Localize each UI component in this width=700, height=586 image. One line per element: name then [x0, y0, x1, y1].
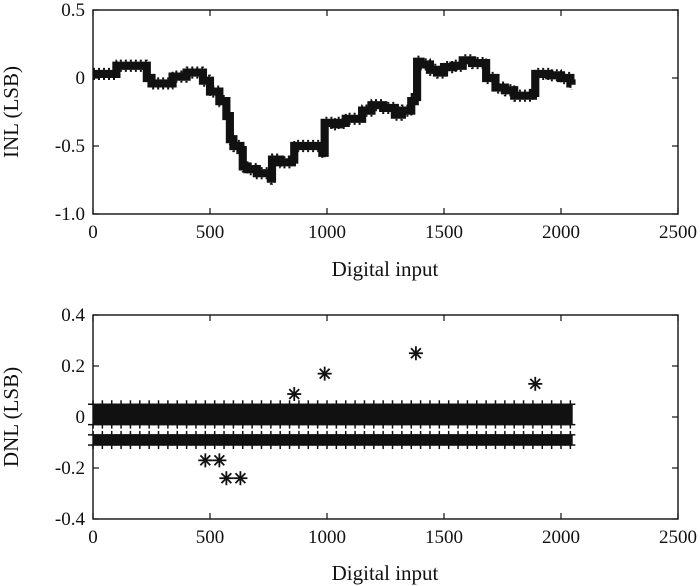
dnl-y-tick-label: 0.4 [61, 305, 85, 326]
inl-y-tick-label: 0.5 [61, 0, 85, 21]
dnl-y-axis: 0.4 0.2 0 -0.2 -0.4 [55, 305, 678, 530]
dnl-x-tick-label: 2500 [659, 527, 697, 548]
dnl-y-tick-label: -0.2 [55, 458, 85, 479]
inl-y-axis: 0.5 0 -0.5 -1.0 [55, 0, 678, 225]
inl-series-lower-ripple [93, 64, 573, 185]
dnl-x-tick-label: 500 [196, 527, 225, 548]
dnl-y-axis-label: DNL (LSB) [0, 367, 23, 467]
inl-x-tick-label: 2000 [542, 222, 580, 243]
dnl-chart: 0 500 1000 1500 2000 2500 0.4 0.2 0 -0.2 -0.4 Dig… [0, 305, 697, 585]
dnl-y-tick-label: 0.2 [61, 356, 85, 377]
inl-x-tick-label: 500 [196, 222, 225, 243]
dnl-y-tick-label: -0.4 [55, 509, 86, 530]
inl-plot-frame [92, 9, 679, 215]
dnl-outlier-point [287, 387, 302, 402]
dnl-dense-band-2 [93, 434, 573, 446]
inl-y-axis-label: INL (LSB) [0, 66, 23, 158]
dnl-data-layer [88, 346, 576, 486]
inl-y-tick-label: -1.0 [55, 204, 85, 225]
dnl-x-tick-label: 0 [88, 527, 98, 548]
dnl-x-tick-label: 2000 [542, 527, 580, 548]
dnl-outlier-point [408, 346, 423, 361]
dnl-y-tick-label: 0 [76, 407, 86, 428]
inl-data-layer [93, 54, 576, 185]
inl-x-tick-label: 0 [88, 222, 98, 243]
inl-series-band [93, 56, 576, 183]
dnl-outlier-point [198, 453, 213, 468]
inl-chart: 0 500 1000 1500 2000 2500 0.5 0 -0.5 -1.0 Digita… [0, 0, 697, 281]
dnl-outlier-point [212, 453, 227, 468]
inl-x-tick-label: 2500 [659, 222, 697, 243]
dnl-outlier-point [317, 366, 332, 381]
inl-x-axis-label: Digital input [332, 257, 439, 281]
dnl-x-axis: 0 500 1000 1500 2000 2500 [88, 315, 697, 548]
inl-series-upper-ripple [93, 54, 573, 175]
inl-x-axis: 0 500 1000 1500 2000 2500 [88, 10, 697, 243]
dnl-outlier-point [528, 376, 543, 391]
dnl-x-tick-label: 1500 [425, 527, 463, 548]
dnl-dense-band-1 [93, 404, 573, 425]
inl-y-tick-label: 0 [76, 68, 86, 89]
dnl-x-axis-label: Digital input [332, 561, 439, 585]
dnl-outlier-point [233, 471, 248, 486]
inl-x-tick-label: 1000 [308, 222, 346, 243]
dnl-x-tick-label: 1000 [308, 527, 346, 548]
inl-x-tick-label: 1500 [425, 222, 463, 243]
inl-y-tick-label: -0.5 [55, 136, 85, 157]
dnl-outlier-point [219, 471, 234, 486]
